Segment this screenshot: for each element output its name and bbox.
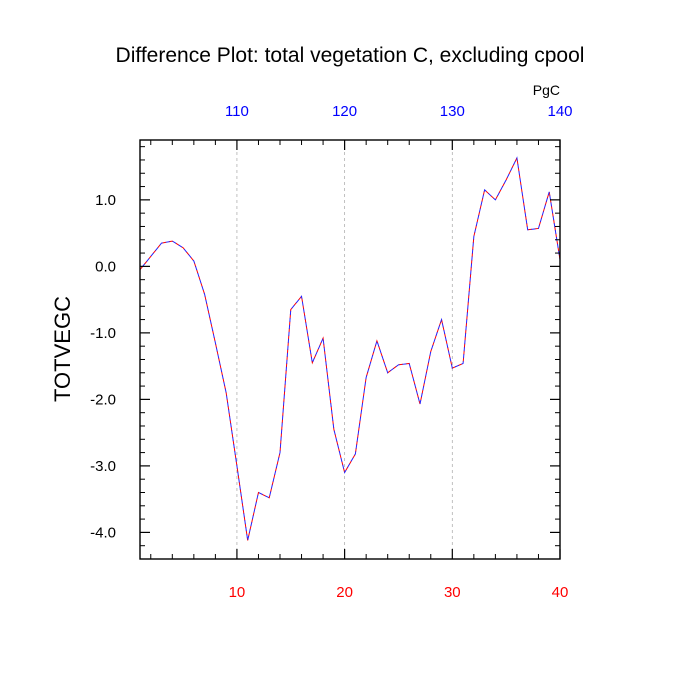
series-line-blue — [139, 156, 561, 541]
grid-lines — [236, 140, 453, 559]
x-tick-label-top: 130 — [440, 103, 465, 120]
y-tick-label: -4.0 — [90, 524, 116, 541]
y-tick-label: 1.0 — [95, 192, 116, 209]
x-tick-label-top: 140 — [547, 103, 572, 120]
x-tick-label-bottom: 40 — [552, 584, 569, 601]
x-tick-label-bottom: 20 — [336, 584, 353, 601]
x-tick-label-bottom: 30 — [444, 584, 461, 601]
y-tick-label: -2.0 — [90, 391, 116, 408]
x-tick-label-bottom: 10 — [229, 584, 246, 601]
y-tick-label: 0.0 — [95, 258, 116, 275]
axis-ticks — [140, 140, 561, 560]
chart-title: Difference Plot: total vegetation C, exc… — [116, 44, 585, 67]
y-tick-label: -1.0 — [90, 325, 116, 342]
y-axis-label: TOTVEGC — [50, 296, 75, 402]
x-tick-label-top: 110 — [225, 103, 249, 120]
x-tick-label-top: 120 — [332, 103, 357, 120]
plot-area-border — [139, 139, 561, 560]
top-axis-units: PgC — [533, 82, 560, 98]
tick-labels: 10 20 30 40 110 120 130 140 1.0 0.0 -1.0 -2.0 -3.0 -4… — [90, 103, 572, 601]
series-line-red — [139, 156, 561, 541]
series-group — [139, 156, 561, 541]
y-tick-label: -3.0 — [90, 458, 116, 475]
